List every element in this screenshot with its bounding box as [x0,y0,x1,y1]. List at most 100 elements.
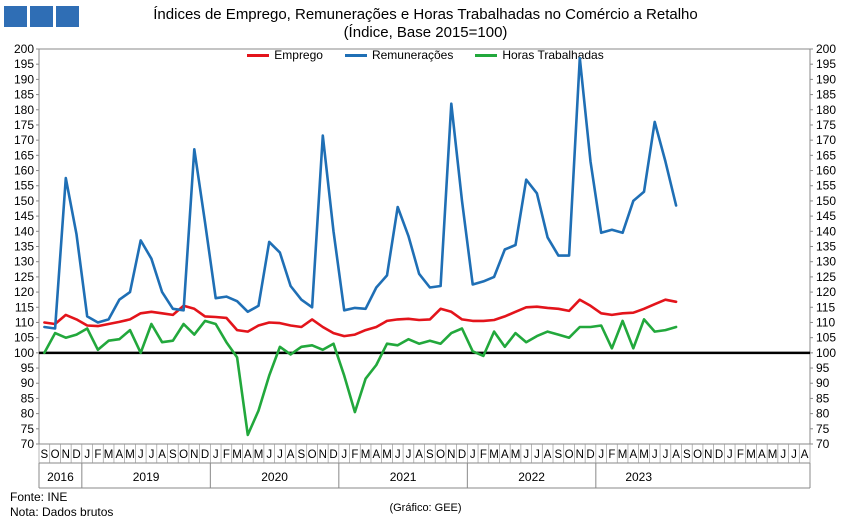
year-label: 2019 [133,470,160,484]
y-tick-label-right: 105 [816,331,836,345]
x-tick-label: A [544,449,552,461]
x-tick-label: A [158,449,166,461]
brand-logo [4,6,79,27]
y-tick-label-right: 155 [816,179,836,193]
year-label: 2023 [625,470,652,484]
legend-swatch [344,53,367,57]
x-tick-label: A [244,449,252,461]
logo-block [4,6,27,27]
legend-swatch [247,53,270,57]
data-note: Nota: Dados brutos [10,505,114,519]
x-tick-label: J [277,449,283,461]
x-tick-label: O [179,449,188,461]
y-tick-label-right: 70 [816,437,830,451]
legend-item-horas: Horas Trabalhadas [475,48,604,62]
x-tick-label: M [639,449,649,461]
y-tick-label-left: 160 [14,164,34,178]
y-tick-label-right: 200 [816,42,836,56]
y-tick-label-right: 140 [816,224,836,238]
x-tick-label: A [115,449,123,461]
x-tick-label: M [254,449,264,461]
y-tick-label-right: 125 [816,270,836,284]
x-tick-label: M [361,449,371,461]
x-tick-label: S [555,449,563,461]
x-tick-label: S [169,449,177,461]
y-tick-label-left: 95 [21,361,35,375]
x-tick-label: A [629,449,637,461]
x-tick-label: D [201,449,209,461]
y-tick-label-right: 85 [816,391,830,405]
y-tick-label-right: 110 [816,315,835,329]
x-tick-label: A [758,449,766,461]
x-tick-label: A [372,449,380,461]
x-tick-label: J [84,449,90,461]
y-tick-label-right: 165 [816,148,836,162]
x-tick-label: M [768,449,778,461]
y-tick-label-left: 175 [14,118,34,132]
x-tick-label: N [447,449,455,461]
y-tick-label-right: 95 [816,361,830,375]
x-tick-label: N [62,449,70,461]
y-tick-label-right: 195 [816,57,836,71]
legend-swatch [475,53,498,57]
x-tick-label: M [125,449,135,461]
x-tick-label: O [51,449,60,461]
x-tick-label: J [598,449,604,461]
legend-label: Emprego [274,48,323,62]
y-tick-label-right: 120 [816,285,836,299]
y-tick-label-left: 145 [14,209,34,223]
x-tick-label: A [415,449,423,461]
y-tick-label-left: 75 [21,422,35,436]
chart-title-line2: (Índice, Base 2015=100) [343,24,508,41]
x-tick-label: O [565,449,574,461]
y-tick-label-left: 130 [14,255,34,269]
x-tick-label: J [149,449,155,461]
x-tick-label: D [715,449,723,461]
x-tick-label: F [480,449,487,461]
y-tick-label-right: 190 [816,72,836,86]
x-tick-label: S [41,449,49,461]
x-tick-label: A [501,449,509,461]
legend-item-emprego: Emprego [247,48,323,62]
y-tick-label-left: 105 [14,331,34,345]
x-tick-label: A [287,449,295,461]
x-tick-label: D [329,449,337,461]
year-label: 2022 [518,470,545,484]
x-tick-label: M [618,449,628,461]
chart-credit: (Gráfico: GEE) [389,502,462,514]
x-tick-label: N [319,449,327,461]
y-tick-label-left: 90 [21,376,35,390]
emprego-line [43,298,678,338]
x-tick-label: M [382,449,392,461]
y-tick-label-right: 180 [816,103,836,117]
legend-item-remuneracoes: Remunerações [344,48,453,62]
x-tick-label: J [780,449,786,461]
y-tick-label-left: 110 [15,315,34,329]
x-tick-label: J [727,449,733,461]
y-tick-label-right: 75 [816,422,830,436]
x-tick-label: O [436,449,445,461]
y-tick-label-left: 200 [14,42,34,56]
y-tick-label-left: 190 [14,72,34,86]
x-tick-label: N [190,449,198,461]
x-tick-label: J [406,449,412,461]
x-tick-label: M [511,449,521,461]
y-tick-label-left: 155 [14,179,34,193]
x-tick-label: J [213,449,219,461]
y-tick-label-left: 100 [14,346,34,360]
y-tick-label-left: 170 [14,133,34,147]
plot-frame [38,48,811,445]
y-tick-label-right: 80 [816,407,830,421]
y-tick-label-left: 120 [14,285,34,299]
x-tick-label: S [298,449,306,461]
y-tick-label-left: 140 [14,224,34,238]
x-tick-label: M [104,449,114,461]
y-tick-label-right: 115 [816,300,835,314]
y-tick-label-right: 145 [816,209,836,223]
y-tick-label-left: 150 [14,194,34,208]
y-tick-label-left: 70 [21,437,35,451]
x-tick-label: F [737,449,744,461]
x-tick-label: M [746,449,756,461]
y-tick-label-left: 115 [15,300,34,314]
